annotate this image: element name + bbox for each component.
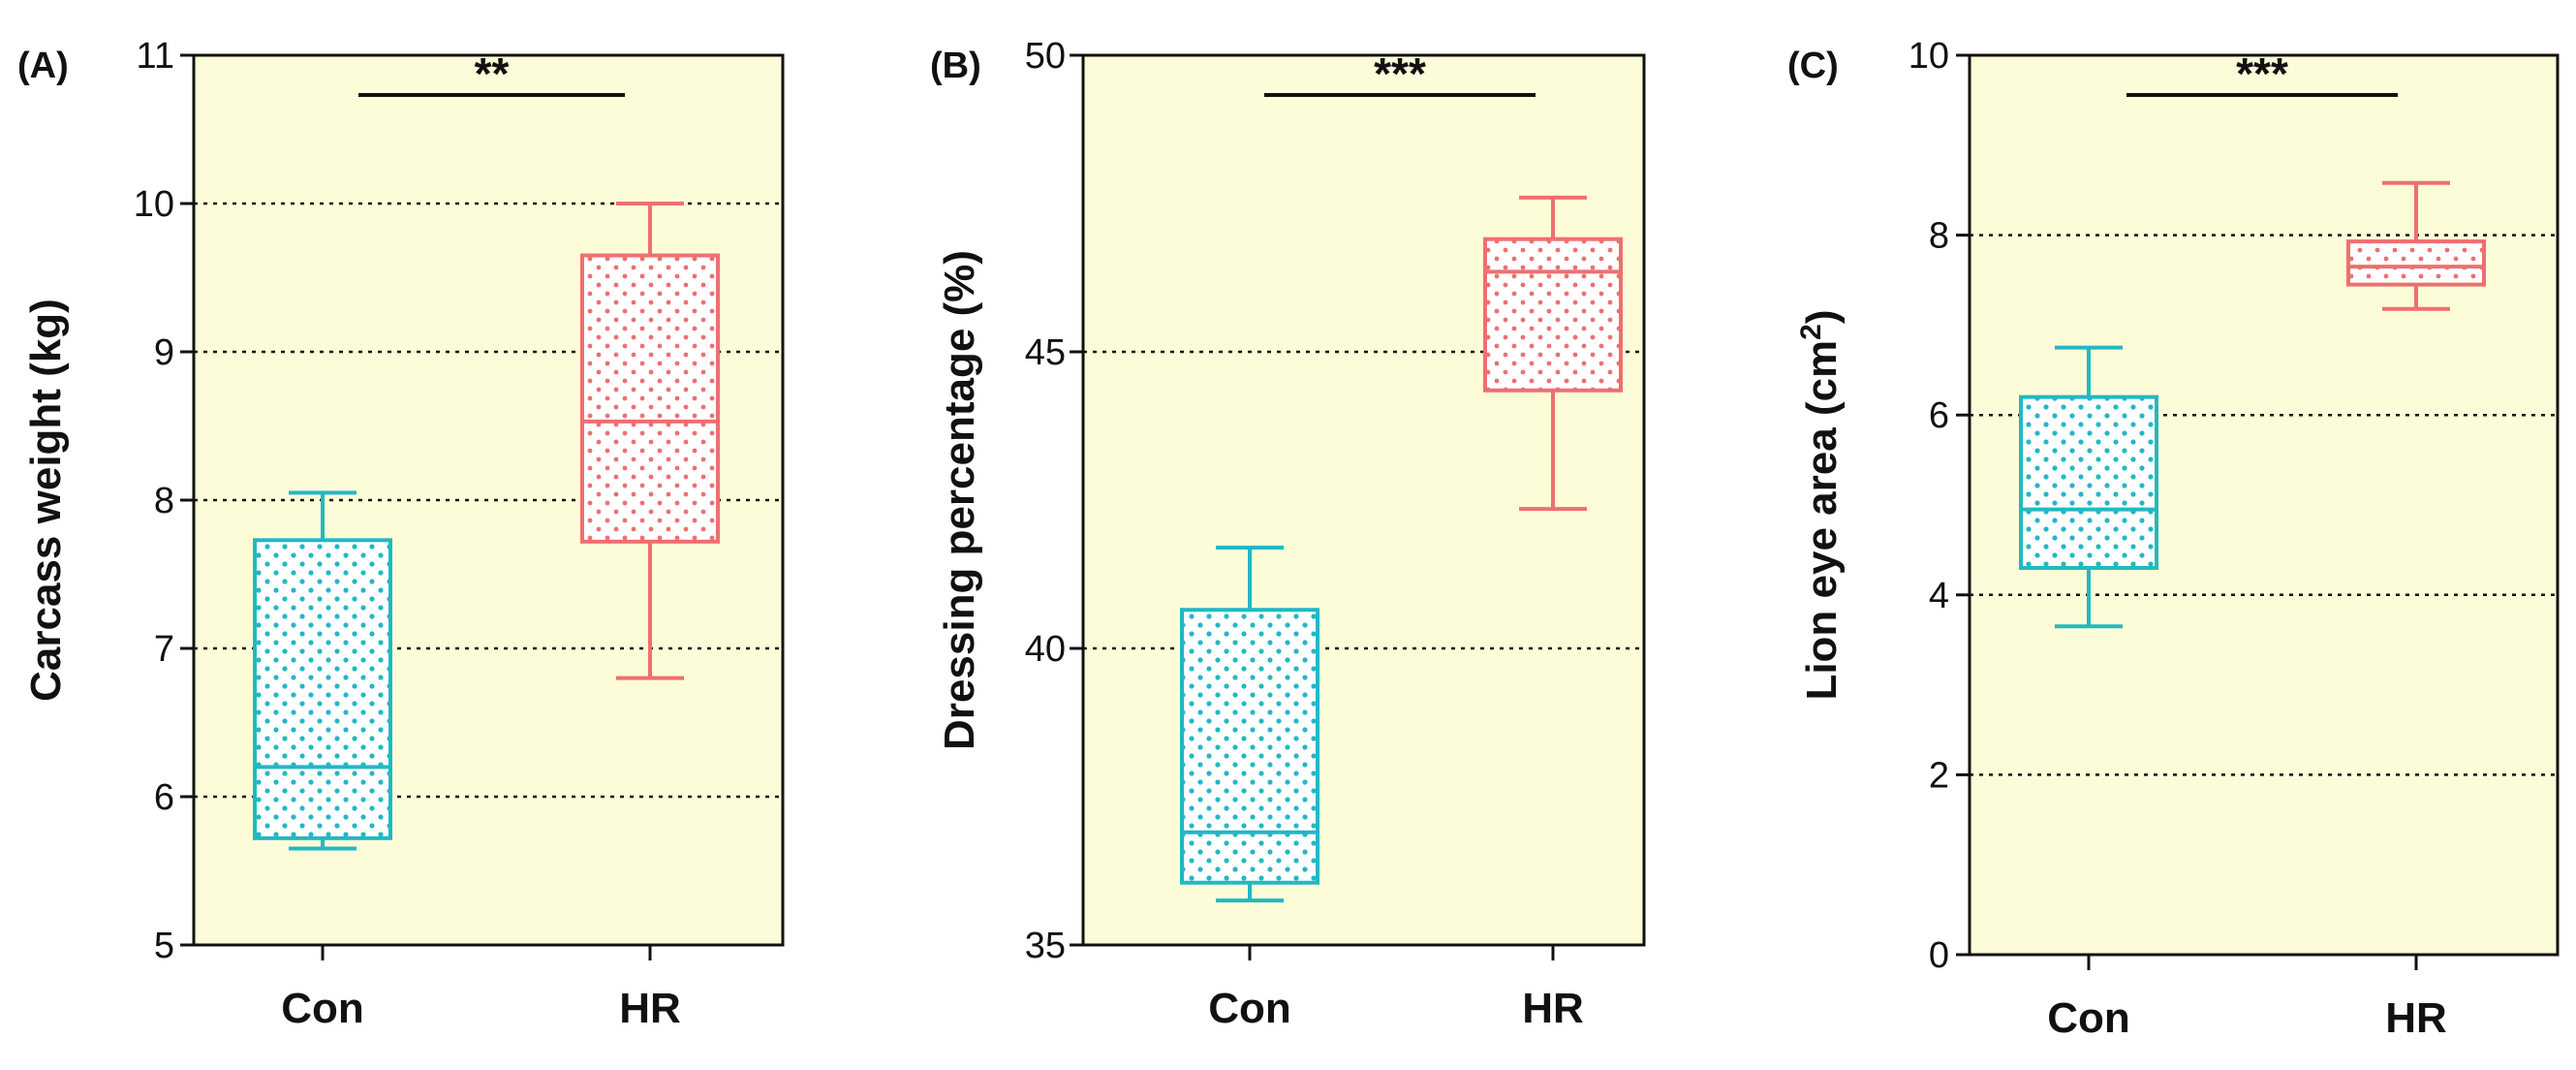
x-category-label: Con	[1208, 985, 1291, 1032]
panel-label: (C)	[1787, 46, 1839, 86]
y-axis-label: Lion eye area (cm2)	[1795, 309, 1846, 700]
significance-label: ***	[2236, 48, 2288, 99]
y-tick-label: 6	[154, 777, 174, 818]
y-axis-label-text: Dressing percentage (%)	[936, 250, 983, 750]
y-tick-label: 0	[1929, 935, 1949, 976]
y-tick-label: 7	[154, 629, 174, 670]
y-tick-label: 2	[1929, 755, 1949, 796]
y-tick-label: 11	[137, 36, 174, 77]
y-tick-label: 50	[1025, 36, 1066, 77]
plot-area	[1083, 55, 1644, 945]
y-tick-label: 8	[154, 481, 174, 521]
box-hr	[2346, 180, 2486, 311]
y-tick-label: 6	[1929, 395, 1949, 436]
box-con	[2019, 345, 2158, 629]
x-category-label: Con	[2047, 994, 2130, 1042]
panel-b: 35 40 45 50 Con HR Dressing percentage (%) (B) *…	[930, 36, 1646, 1032]
y-tick-label: 5	[154, 926, 174, 966]
panel-label: (B)	[930, 46, 981, 86]
plot-frame	[1968, 53, 2560, 957]
box-hr	[1483, 195, 1623, 512]
panel-label: (A)	[17, 46, 69, 86]
significance-label: ***	[1374, 48, 1426, 99]
y-tick-label: 4	[1929, 576, 1949, 616]
y-tick-label: 45	[1025, 332, 1066, 373]
y-tick-label: 10	[1909, 36, 1949, 77]
y-tick-label: 35	[1025, 926, 1066, 966]
box-iqr	[2019, 394, 2158, 570]
x-category-label: HR	[1522, 985, 1584, 1032]
x-category-label: HR	[2385, 994, 2447, 1042]
y-axis-label-text: Carcass weight (kg)	[22, 299, 70, 702]
plot-frame	[1081, 53, 1646, 947]
y-tick-label: 10	[134, 184, 174, 225]
significance-label: **	[475, 48, 510, 99]
box-con	[253, 490, 392, 851]
panel-a: 5 6 7 8 9 10 11 Con HR Carcass weight (kg) (A) **	[17, 36, 785, 1032]
box-con	[1180, 545, 1319, 903]
y-tick-label: 9	[154, 332, 174, 373]
y-axis-label: Carcass weight (kg)	[22, 299, 70, 702]
box-iqr	[2346, 239, 2486, 287]
box-hr	[580, 202, 720, 680]
y-tick-label: 8	[1929, 216, 1949, 257]
box-iqr	[1180, 608, 1319, 885]
y-axis-label-close: )	[1798, 309, 1846, 324]
x-category-label: Con	[281, 985, 364, 1032]
x-category-label: HR	[619, 985, 681, 1032]
y-tick-label: 40	[1025, 629, 1066, 670]
y-axis-label-text: Lion eye area (cm	[1798, 340, 1846, 701]
y-axis-label: Dressing percentage (%)	[936, 250, 983, 750]
box-iqr	[1483, 236, 1623, 393]
y-axis-label-superscript: 2	[1795, 324, 1827, 340]
box-iqr	[253, 538, 392, 840]
box-iqr	[580, 253, 720, 544]
